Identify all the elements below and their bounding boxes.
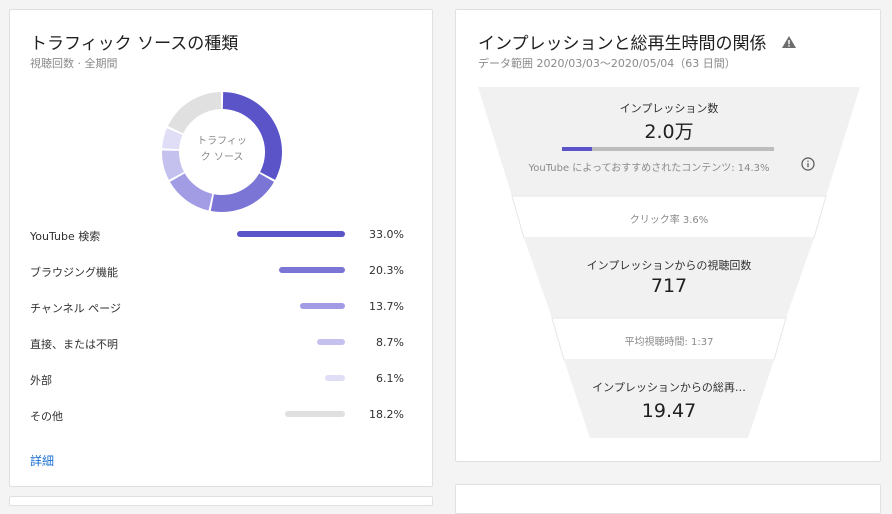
- traffic-source-bar: [325, 375, 345, 381]
- traffic-source-label: 直接、または不明: [30, 338, 118, 351]
- traffic-card-title: トラフィック ソースの種類: [30, 34, 239, 54]
- impressions-funnel-card: インプレッションと総再生時間の関係 データ範囲 2020/03/03〜2020/…: [455, 9, 881, 462]
- funnel-card-subtitle: データ範囲 2020/03/03〜2020/05/04（63 日間）: [478, 57, 736, 70]
- traffic-source-bar: [237, 231, 345, 237]
- funnel-watchtime-segment: [564, 360, 774, 438]
- next-card-left: [9, 496, 433, 506]
- recommended-label: YouTube によっておすすめされたコンテンツ: 14.3%: [528, 163, 770, 174]
- donut-center-line-1: トラフィッ: [197, 136, 247, 147]
- traffic-source-percent: 6.1%: [376, 372, 404, 385]
- details-link[interactable]: 詳細: [30, 454, 55, 468]
- traffic-source-row[interactable]: その他 18.2%: [10, 405, 434, 425]
- traffic-source-bar: [316, 339, 345, 345]
- impressions-label: インプレッション数: [619, 102, 719, 115]
- funnel-card-title-text: インプレッションと総再生時間の関係: [478, 34, 767, 54]
- traffic-source-row[interactable]: YouTube 検索 33.0%: [10, 225, 434, 245]
- traffic-source-row[interactable]: 直接、または不明 8.7%: [10, 333, 434, 353]
- funnel-views-segment: [524, 238, 814, 318]
- traffic-source-label: 外部: [30, 374, 52, 387]
- traffic-source-label: チャンネル ページ: [30, 302, 121, 315]
- ctr-label: クリック率 3.6%: [629, 215, 709, 226]
- donut-slice[interactable]: [222, 92, 282, 180]
- traffic-source-row[interactable]: ブラウジング機能 20.3%: [10, 261, 434, 281]
- donut-slice[interactable]: [162, 128, 183, 150]
- impressions-funnel: [478, 87, 860, 438]
- next-card-right: [455, 484, 881, 514]
- donut-slice[interactable]: [210, 173, 275, 212]
- warning-icon[interactable]: [781, 36, 796, 48]
- donut-center-label: トラフィッ ク ソース: [182, 134, 262, 166]
- traffic-source-row[interactable]: チャンネル ページ 13.7%: [10, 297, 434, 317]
- traffic-source-percent: 18.2%: [369, 408, 404, 421]
- traffic-source-percent: 13.7%: [369, 300, 404, 313]
- traffic-source-label: その他: [30, 410, 63, 423]
- info-icon[interactable]: [801, 157, 815, 171]
- traffic-source-percent: 33.0%: [369, 228, 404, 241]
- donut-slice[interactable]: [169, 173, 213, 211]
- traffic-source-bar: [278, 267, 345, 273]
- recommended-share-bar: [562, 147, 774, 151]
- donut-center-line-2: ク ソース: [200, 152, 244, 163]
- traffic-source-bar: [285, 411, 345, 417]
- traffic-source-row[interactable]: 外部 6.1%: [10, 369, 434, 389]
- traffic-source-card: トラフィック ソースの種類 視聴回数 · 全期間 トラフィッ ク ソース You…: [9, 9, 433, 487]
- traffic-donut-chart[interactable]: [158, 88, 286, 216]
- views-value: 717: [650, 275, 688, 297]
- funnel-impressions-segment: [478, 87, 860, 196]
- traffic-source-percent: 8.7%: [376, 336, 404, 349]
- watch-time-value: 19.47: [641, 400, 697, 422]
- donut-slice[interactable]: [162, 150, 184, 180]
- traffic-source-label: YouTube 検索: [30, 230, 101, 243]
- avg-view-duration-label: 平均視聴時間: 1:37: [624, 337, 714, 348]
- traffic-source-percent: 20.3%: [369, 264, 404, 277]
- funnel-card-title: インプレッションと総再生時間の関係: [478, 29, 796, 54]
- traffic-card-subtitle: 視聴回数 · 全期間: [30, 57, 118, 70]
- watch-time-label: インプレッションからの総再…: [592, 381, 746, 394]
- impressions-value: 2.0万: [644, 121, 694, 143]
- recommended-share-bar-fill: [562, 147, 593, 151]
- views-label: インプレッションからの視聴回数: [586, 259, 752, 272]
- donut-slice[interactable]: [167, 92, 222, 134]
- traffic-source-label: ブラウジング機能: [30, 266, 118, 279]
- traffic-source-bar: [300, 303, 345, 309]
